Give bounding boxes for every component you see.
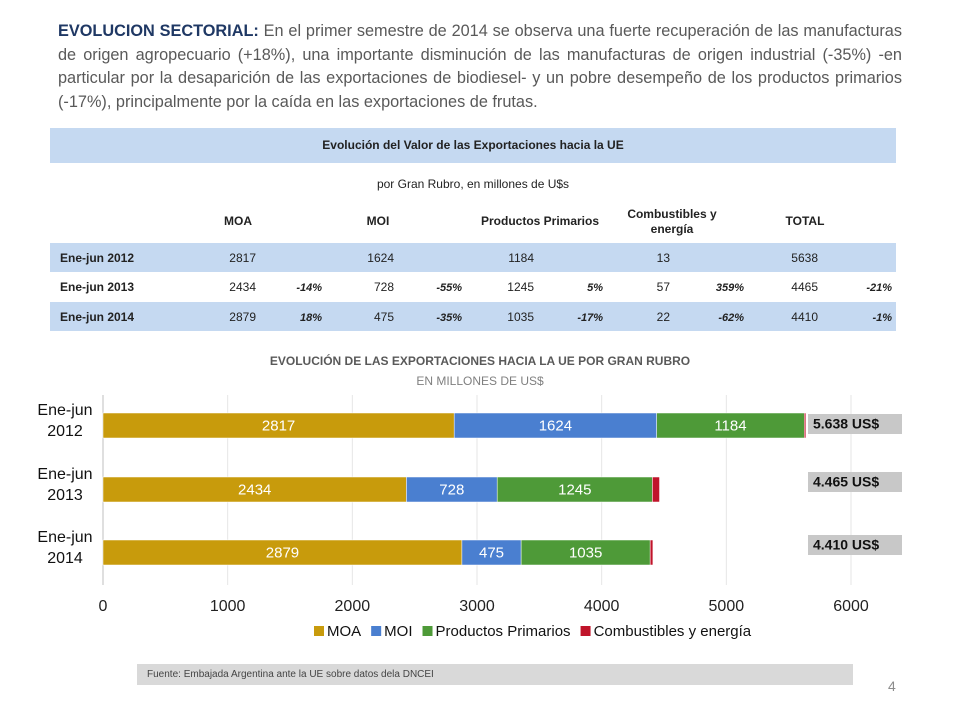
x-tick-label: 6000 xyxy=(833,598,869,615)
source-bar xyxy=(137,664,853,685)
table-change: -62% xyxy=(718,312,744,324)
bar-segment xyxy=(453,412,657,439)
x-tick-label: 1000 xyxy=(210,598,246,615)
x-tick-label: 3000 xyxy=(459,598,495,615)
table-value: 1624 xyxy=(367,251,394,265)
intro-text: En el primer semestre de 2014 se observa… xyxy=(58,22,902,111)
table-row xyxy=(50,302,896,331)
table-change: -35% xyxy=(436,312,462,324)
table-row xyxy=(50,243,896,272)
total-label: 4.410 US$ xyxy=(813,537,879,553)
bar-segment xyxy=(102,476,407,503)
data-label: 2434 xyxy=(238,481,271,498)
table-change: 18% xyxy=(299,312,322,324)
legend-swatch xyxy=(580,626,591,636)
row-label: Ene-jun 2014 xyxy=(60,310,135,324)
source: Fuente: Embajada Argentina ante la UE so… xyxy=(147,669,434,680)
x-tick-label: 2000 xyxy=(335,598,371,615)
table-title-bar xyxy=(50,128,896,163)
table-change: -55% xyxy=(436,282,462,294)
table-value: 1184 xyxy=(508,251,534,265)
chart-title: EVOLUCIÓN DE LAS EXPORTACIONES HACIA LA … xyxy=(270,353,690,368)
table-value: 1245 xyxy=(507,280,534,294)
data-label: 1245 xyxy=(558,481,591,498)
legend-swatch xyxy=(314,626,324,636)
column-header: TOTAL xyxy=(785,214,825,228)
total-box xyxy=(808,535,902,555)
column-header: Combustibles y energía xyxy=(627,207,717,236)
intro-paragraph: EVOLUCION SECTORIAL: En el primer semest… xyxy=(58,20,902,114)
table-value: 2879 xyxy=(229,310,256,324)
table-change: -21% xyxy=(866,282,892,294)
page-number: 4 xyxy=(888,678,896,694)
table-value: 475 xyxy=(373,310,394,324)
bar-segment xyxy=(102,539,463,566)
table-value: 728 xyxy=(373,280,394,294)
bar-segment xyxy=(406,476,498,503)
category-label: Ene-jun 2013 xyxy=(37,466,93,504)
total-label: 5.638 US$ xyxy=(813,416,879,432)
table-change: -14% xyxy=(296,282,322,294)
column-header: MOI xyxy=(366,214,390,228)
x-tick-label: 4000 xyxy=(584,598,620,615)
table-change: 359% xyxy=(715,282,744,294)
column-header: Productos Primarios xyxy=(480,214,600,228)
table-value: 5638 xyxy=(791,251,818,265)
category-label: Ene-jun 2012 xyxy=(37,402,93,440)
total-label: 4.465 US$ xyxy=(813,474,879,490)
bar-segment xyxy=(496,476,653,503)
legend-label: MOA xyxy=(327,623,361,640)
bar-segment xyxy=(804,412,807,439)
data-label: 475 xyxy=(479,544,504,561)
table-value: 4465 xyxy=(791,280,818,294)
x-tick-label: 0 xyxy=(99,598,108,615)
table-value: 1035 xyxy=(507,310,534,324)
table-change: 5% xyxy=(587,282,603,294)
data-label: 2817 xyxy=(262,417,295,434)
x-tick-label: 5000 xyxy=(709,598,745,615)
column-header: MOA xyxy=(224,214,252,228)
bar-segment xyxy=(520,539,651,566)
legend-label: Combustibles y energía xyxy=(594,623,752,640)
row-label: Ene-jun 2012 xyxy=(60,251,135,265)
data-label: 728 xyxy=(439,481,464,498)
legend-swatch xyxy=(371,626,382,636)
legend-label: MOI xyxy=(384,623,412,640)
table-value: 22 xyxy=(656,310,670,324)
table-title: Evolución del Valor de las Exportaciones… xyxy=(322,138,624,152)
table-value: 2817 xyxy=(229,251,256,265)
legend-label: Productos Primarios xyxy=(436,623,571,640)
table-subtitle: por Gran Rubro, en millones de U$s xyxy=(376,177,570,191)
category-label: Ene-jun 2014 xyxy=(37,529,93,567)
row-label: Ene-jun 2013 xyxy=(60,280,135,294)
table-value: 2434 xyxy=(229,280,256,294)
table-change: -1% xyxy=(872,312,892,324)
intro-lead: EVOLUCION SECTORIAL: xyxy=(58,22,259,40)
table-value: 13 xyxy=(656,251,670,265)
data-label: 2879 xyxy=(266,544,299,561)
legend-swatch xyxy=(422,626,433,636)
data-label: 1624 xyxy=(539,417,572,434)
chart-subtitle: EN MILLONES DE US$ xyxy=(416,374,544,388)
bar-segment xyxy=(649,539,654,566)
table-row xyxy=(50,272,896,301)
bar-segment xyxy=(102,412,455,439)
bar-segment xyxy=(652,476,660,503)
bar-segment xyxy=(656,412,805,439)
data-label: 1184 xyxy=(714,417,746,434)
table-value: 4410 xyxy=(791,310,818,324)
total-box xyxy=(808,472,902,492)
table-value: 57 xyxy=(656,280,670,294)
table-change: -17% xyxy=(577,312,603,324)
data-label: 1035 xyxy=(569,544,602,561)
total-box xyxy=(808,414,902,434)
bar-segment xyxy=(461,539,522,566)
